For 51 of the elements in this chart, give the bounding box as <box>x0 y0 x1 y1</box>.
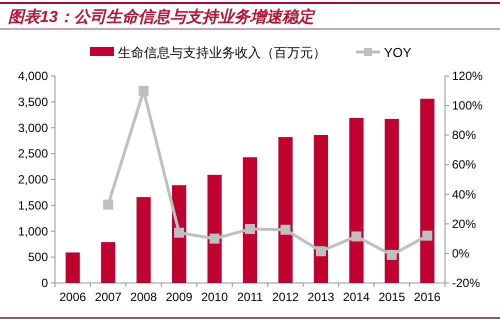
bar <box>384 118 399 283</box>
chart-title: 图表13：公司生命信息与支持业务增速稳定 <box>8 8 316 26</box>
bar <box>136 197 151 283</box>
y2-tick-label: 100% <box>452 98 484 113</box>
y2-tick-label: 80% <box>452 128 476 142</box>
x-tick-label: 2009 <box>166 290 193 304</box>
y-tick-label: 2,500 <box>18 146 48 161</box>
y-tick-label: 1,000 <box>18 224 48 238</box>
point <box>103 200 114 210</box>
point <box>280 224 290 235</box>
y-tick-label: 0 <box>41 276 48 290</box>
x-tick-label: 2006 <box>59 290 86 304</box>
bar <box>314 134 328 283</box>
y2-tick-label: 0% <box>452 246 470 260</box>
point <box>210 234 220 244</box>
bar <box>242 157 258 283</box>
y-tick-label: 3,500 <box>18 94 48 109</box>
point <box>386 250 397 260</box>
point <box>174 228 184 238</box>
legend-label: 生命信息与支持业务收入（百万元） <box>118 45 326 60</box>
point <box>316 246 326 256</box>
bar <box>207 174 222 283</box>
point <box>422 230 432 241</box>
y-tick-label: 1,500 <box>18 198 48 212</box>
point <box>245 224 255 234</box>
x-tick-label: 2015 <box>378 290 406 304</box>
legend-label: YOY <box>384 45 412 60</box>
point <box>351 231 362 242</box>
y-tick-label: 500 <box>28 250 48 264</box>
x-tick-label: 2008 <box>130 290 158 304</box>
point <box>138 86 149 96</box>
x-tick-label: 2012 <box>272 290 300 304</box>
x-tick-label: 2007 <box>94 290 122 304</box>
bar <box>278 137 293 283</box>
y2-tick-label: -20% <box>452 276 480 290</box>
y2-tick-label: 40% <box>452 187 476 202</box>
x-tick-label: 2011 <box>237 290 264 304</box>
x-tick-label: 2013 <box>308 290 335 304</box>
bar <box>349 118 364 283</box>
bar <box>101 242 116 283</box>
y2-tick-label: 20% <box>452 216 476 231</box>
x-tick-label: 2014 <box>343 290 370 304</box>
y2-tick-label: 60% <box>452 158 476 172</box>
y-tick-label: 4,000 <box>18 69 48 83</box>
y-tick-label: 3,000 <box>18 120 48 135</box>
x-tick-label: 2010 <box>201 290 228 304</box>
x-tick-label: 2016 <box>414 290 441 304</box>
y2-tick-label: 120% <box>452 69 484 83</box>
bar <box>420 98 434 283</box>
y-tick-label: 2,000 <box>18 172 48 186</box>
bar <box>66 252 80 283</box>
